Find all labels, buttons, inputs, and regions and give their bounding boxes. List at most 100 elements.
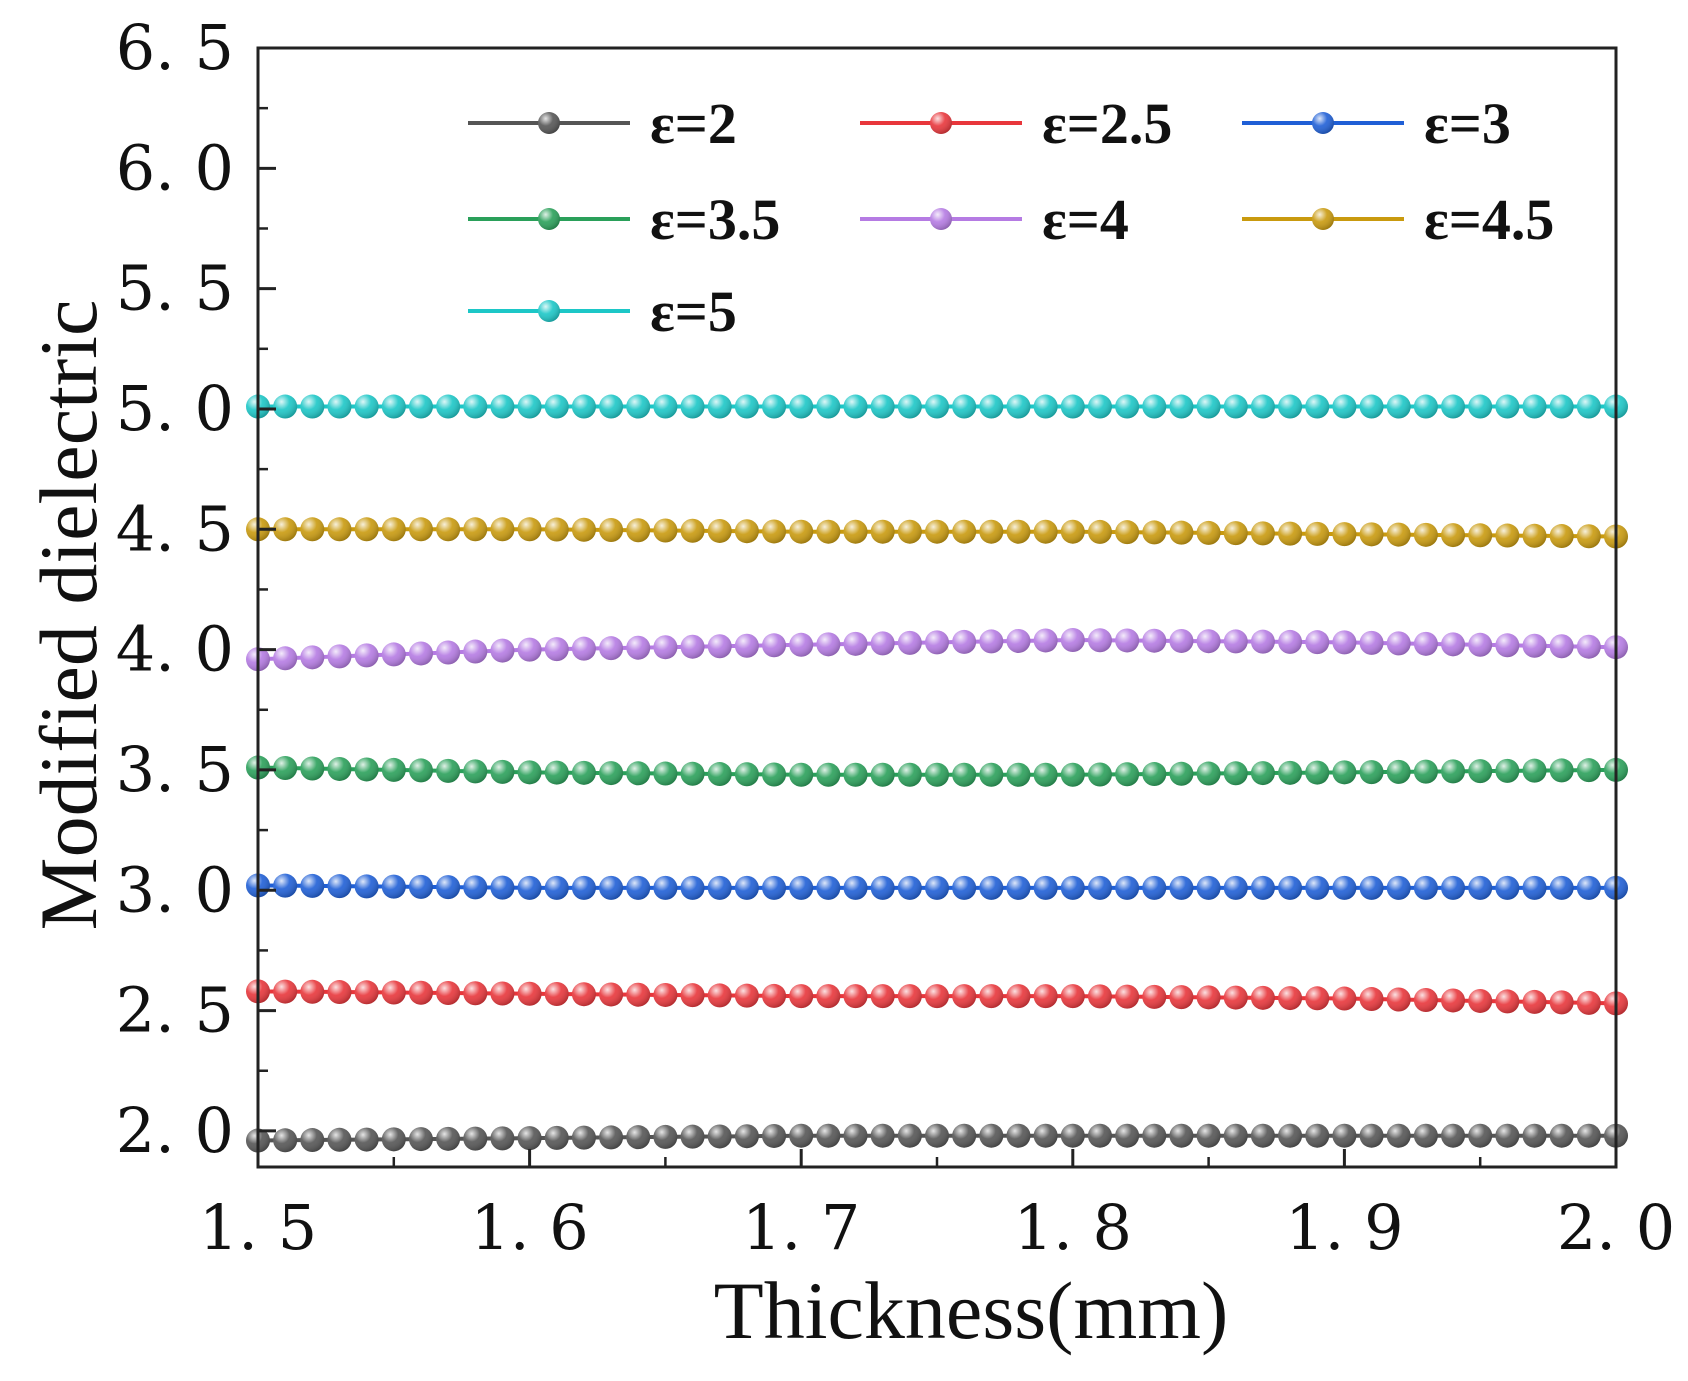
data-point-shade <box>762 633 787 658</box>
data-point-shade <box>653 394 678 419</box>
data-point-shade <box>952 629 977 654</box>
data-point-shade <box>273 517 298 542</box>
data-point-shade <box>408 980 433 1005</box>
data-point-shade <box>1115 520 1140 545</box>
data-point-shade <box>1060 519 1085 544</box>
data-point-shade <box>1250 761 1275 786</box>
data-point-shade <box>843 631 868 656</box>
data-point-shade <box>1359 760 1384 785</box>
data-point-shade <box>952 875 977 900</box>
x-tick-label: 1. 5 <box>199 1191 317 1264</box>
data-point-shade <box>517 760 542 785</box>
data-point-shade <box>490 981 515 1006</box>
data-point-shade <box>599 875 624 900</box>
data-point-shade <box>571 760 596 785</box>
data-point-shade <box>1278 760 1303 785</box>
data-point-shade <box>897 630 922 655</box>
legend-swatch-shade <box>1312 208 1334 230</box>
data-point-shade <box>463 639 488 664</box>
data-point-shade <box>381 394 406 419</box>
series-ε=4.5 <box>246 517 1628 549</box>
data-point-shade <box>843 875 868 900</box>
data-point-shade <box>599 518 624 543</box>
legend-item: ε=2.5 <box>860 91 1172 156</box>
data-point-shade <box>870 631 895 656</box>
data-point-shade <box>979 875 1004 900</box>
data-point-shade <box>1115 762 1140 787</box>
data-point-shade <box>789 1123 814 1148</box>
data-point-shade <box>1441 632 1466 657</box>
data-point-shade <box>381 980 406 1005</box>
data-point-shade <box>1441 523 1466 548</box>
y-axis-title: Modified dielectric <box>23 300 114 931</box>
data-point-shade <box>1332 875 1357 900</box>
legend-item: ε=2 <box>468 91 737 156</box>
data-point-shade <box>1522 758 1547 783</box>
data-point-shade <box>1115 394 1140 419</box>
data-point-shade <box>1115 875 1140 900</box>
data-point-shade <box>327 517 352 542</box>
data-point-shade <box>680 1124 705 1149</box>
data-point-shade <box>843 394 868 419</box>
data-point-shade <box>408 394 433 419</box>
data-point-shade <box>381 517 406 542</box>
data-point-shade <box>1413 522 1438 547</box>
data-point-shade <box>1060 984 1085 1009</box>
data-point-shade <box>762 875 787 900</box>
data-point-shade <box>1441 394 1466 419</box>
data-point-shade <box>1250 985 1275 1010</box>
y-tick-label: 4. 5 <box>116 492 234 565</box>
data-point-shade <box>436 981 461 1006</box>
legend-label: ε=3 <box>1424 91 1511 156</box>
data-point-shade <box>1196 985 1221 1010</box>
data-point-shade <box>354 980 379 1005</box>
data-point-shade <box>490 638 515 663</box>
data-point-shade <box>1223 985 1248 1010</box>
data-point-shade <box>1060 627 1085 652</box>
series-ε=2.5 <box>246 979 1628 1016</box>
legend-swatch-shade <box>930 112 952 134</box>
data-point-shade <box>1033 762 1058 787</box>
data-point-shade <box>680 518 705 543</box>
data-point-shade <box>1413 875 1438 900</box>
legend-item: ε=4.5 <box>1242 187 1554 252</box>
data-point-shade <box>1060 762 1085 787</box>
data-point-shade <box>1305 394 1330 419</box>
legend-swatch-shade <box>538 300 560 322</box>
data-point-shade <box>571 982 596 1007</box>
data-point-shade <box>1359 875 1384 900</box>
data-point-shade <box>979 394 1004 419</box>
legend-swatch-shade <box>1312 112 1334 134</box>
data-point-shade <box>925 762 949 787</box>
data-point-shade <box>870 984 895 1009</box>
data-point-shade <box>979 519 1004 544</box>
data-point-shade <box>273 756 298 781</box>
data-point-shade <box>1278 875 1303 900</box>
data-point-shade <box>1006 628 1031 653</box>
data-point-shade <box>1576 394 1601 419</box>
data-point-shade <box>517 1126 542 1151</box>
data-point-shade <box>897 875 922 900</box>
data-point-shade <box>897 1123 922 1148</box>
data-point-shade <box>870 519 895 544</box>
data-point-shade <box>381 1127 406 1152</box>
data-point-shade <box>707 1124 732 1149</box>
data-point-shade <box>653 635 678 660</box>
data-point-shade <box>789 632 814 657</box>
data-point-shade <box>490 875 515 900</box>
data-point-shade <box>680 761 705 786</box>
data-point-shade <box>1386 759 1411 784</box>
data-point-shade <box>707 762 732 787</box>
data-point-shade <box>273 979 298 1004</box>
data-point-shade <box>327 980 352 1005</box>
data-point-shade <box>463 1126 488 1151</box>
data-point-shade <box>843 762 868 787</box>
data-point-shade <box>1115 628 1140 653</box>
data-point-shade <box>354 757 379 782</box>
data-point-shade <box>1468 875 1493 900</box>
data-point-shade <box>925 630 949 655</box>
data-point-shade <box>273 873 298 898</box>
data-point-shade <box>1576 1123 1601 1148</box>
x-axis-title: Thickness(mm) <box>714 1265 1229 1356</box>
data-point-shade <box>1468 759 1493 784</box>
